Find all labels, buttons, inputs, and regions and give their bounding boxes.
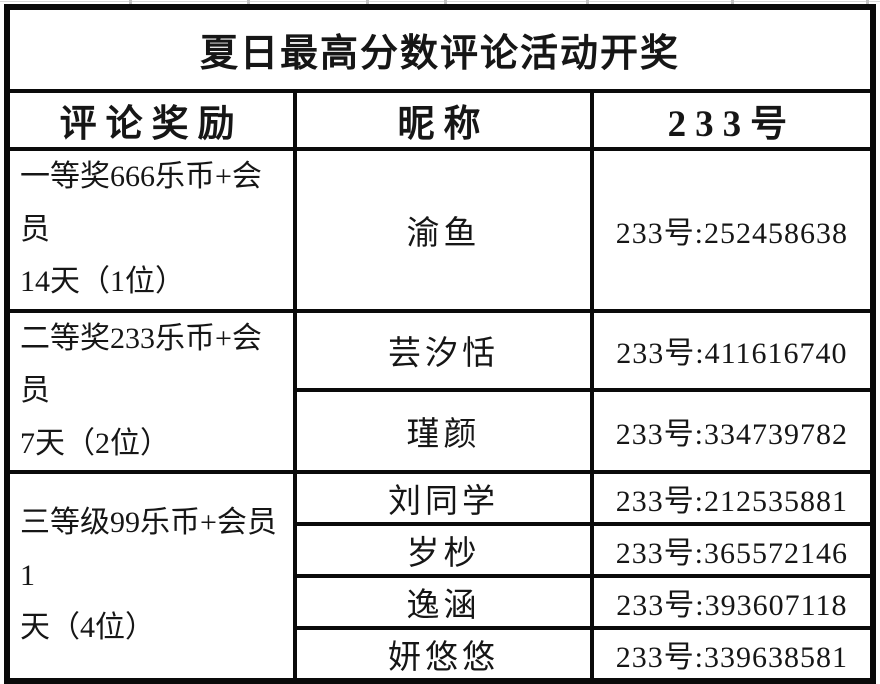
gridline-stub xyxy=(444,0,447,5)
table-row: 三等级99乐币+会员1 天（4位） 刘同学 233号:212535881 xyxy=(4,470,876,683)
gridline-stub xyxy=(366,0,369,5)
winner-nickname: 瑾颜 xyxy=(293,387,594,475)
winner-233-id: 233号:393607118 xyxy=(589,574,876,630)
winner-233-id: 233号:339638581 xyxy=(589,626,876,683)
gridline-stub xyxy=(129,0,132,5)
table-row: 一等奖666乐币+会员 14天（1位） 渝鱼 233号:252458638 xyxy=(4,147,876,313)
prize-tier-3-cell: 三等级99乐币+会员1 天（4位） xyxy=(4,470,298,683)
prize-announcement-table: 夏日最高分数评论活动开奖 评论奖励 昵称 233号 一等奖666乐币+会员 14… xyxy=(4,4,876,684)
winner-nickname: 刘同学 xyxy=(293,470,594,526)
title-row: 夏日最高分数评论活动开奖 xyxy=(5,5,875,93)
gridline-stub xyxy=(866,0,869,5)
gridline-stub xyxy=(247,0,250,5)
winner-233-id: 233号:411616740 xyxy=(589,308,876,392)
gridline-stub xyxy=(731,0,734,5)
gridline-stub xyxy=(586,0,589,5)
prize-tier-2-cell: 二等奖233乐币+会员 7天（2位） xyxy=(4,308,298,474)
table-row: 岁杪 233号:365572146 xyxy=(7,522,876,578)
winner-233-id: 233号:212535881 xyxy=(589,470,876,526)
winner-233-id: 233号:252458638 xyxy=(589,147,876,313)
column-header-nickname: 昵称 xyxy=(293,89,594,151)
winner-233-id: 233号:365572146 xyxy=(589,522,876,578)
winner-nickname: 妍悠悠 xyxy=(293,626,594,683)
table-title: 夏日最高分数评论活动开奖 xyxy=(5,5,875,93)
winner-nickname: 逸涵 xyxy=(293,574,594,630)
prize-tier-1-cell: 一等奖666乐币+会员 14天（1位） xyxy=(4,147,298,313)
winner-nickname: 芸汐恬 xyxy=(293,308,594,392)
table-row: 二等奖233乐币+会员 7天（2位） 芸汐恬 233号:411616740 xyxy=(4,308,876,474)
column-header-233-id: 233号 xyxy=(589,89,876,151)
header-row: 评论奖励 昵称 233号 xyxy=(4,89,876,151)
winner-nickname: 岁杪 xyxy=(293,522,594,578)
table-row: 瑾颜 233号:334739782 xyxy=(7,387,876,475)
winner-233-id: 233号:334739782 xyxy=(589,387,876,475)
gridline-artifact-top xyxy=(0,1,880,2)
winner-nickname: 渝鱼 xyxy=(293,147,594,313)
column-header-reward: 评论奖励 xyxy=(4,89,298,151)
